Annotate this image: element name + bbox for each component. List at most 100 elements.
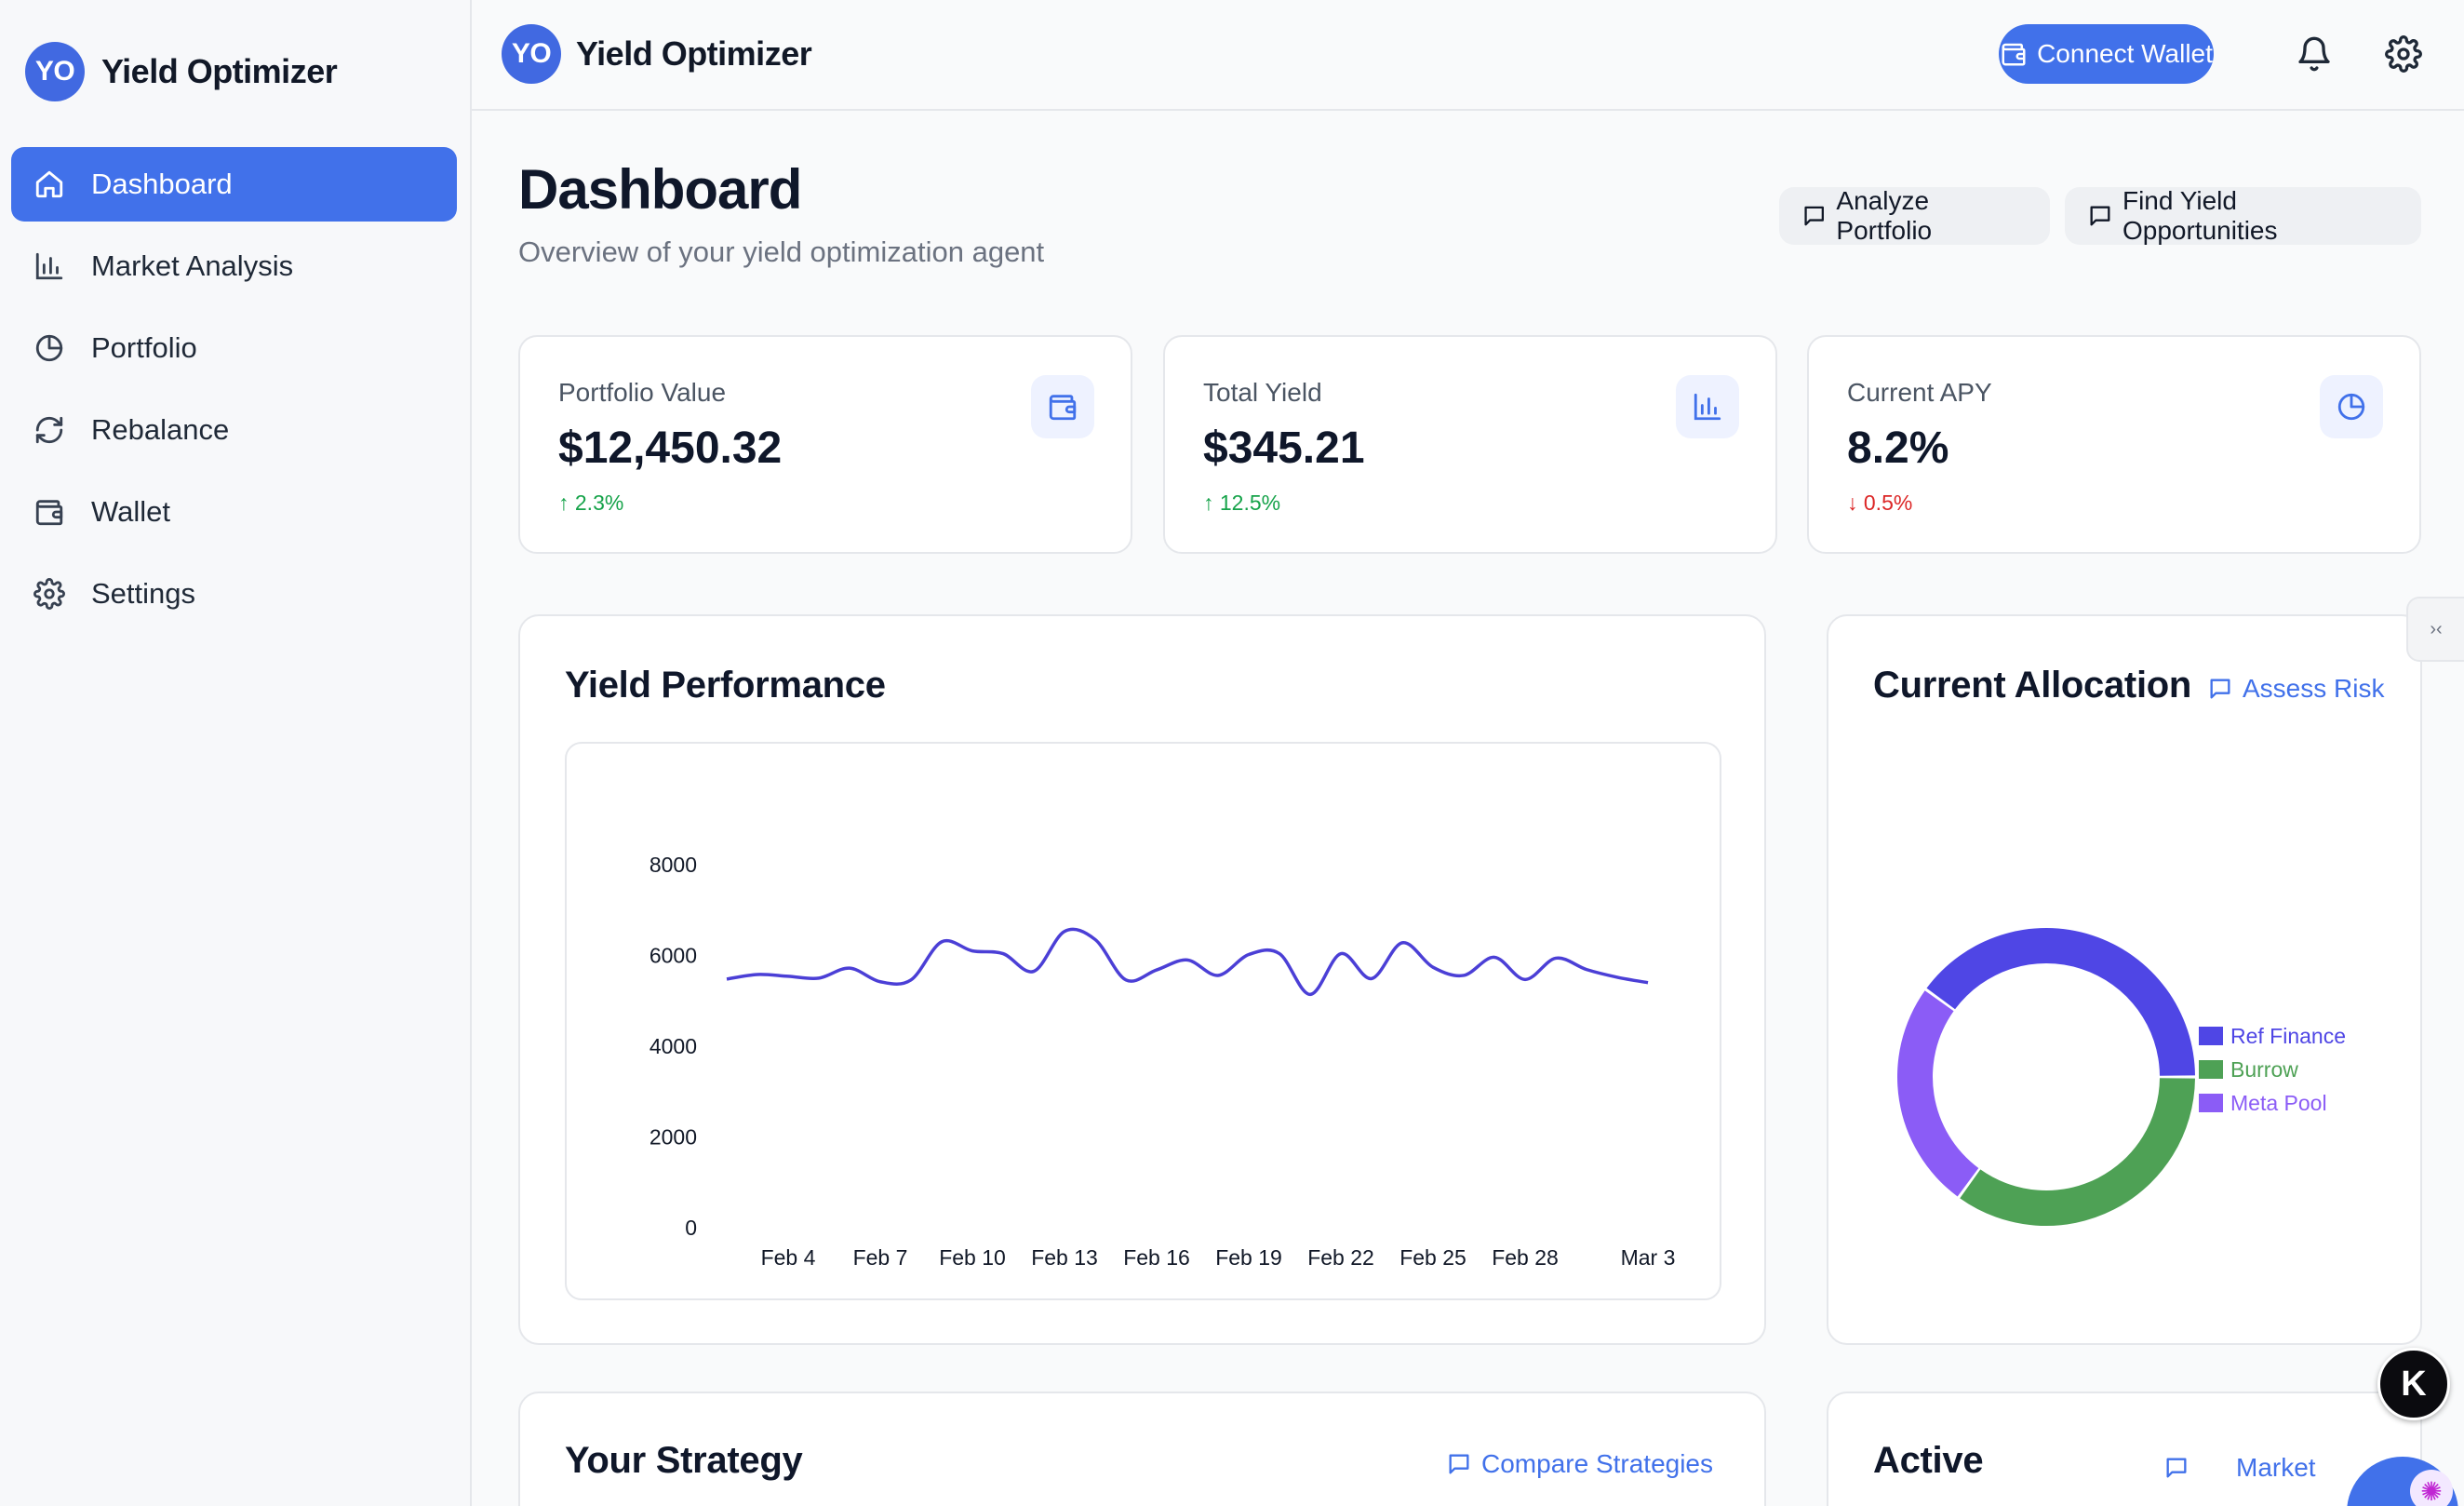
app-logo: YO bbox=[502, 24, 561, 84]
app-name: Yield Optimizer bbox=[576, 34, 812, 73]
page-title: Dashboard bbox=[518, 158, 802, 221]
legend-swatch bbox=[2199, 1027, 2223, 1045]
wallet-icon bbox=[33, 496, 65, 528]
sidebar-item-label: Dashboard bbox=[91, 168, 233, 200]
legend-label: Burrow bbox=[2230, 1057, 2298, 1082]
app-logo: YO bbox=[25, 42, 85, 101]
pie-slice bbox=[1897, 990, 1979, 1197]
market-analysis-link[interactable]: Market bbox=[2163, 1453, 2316, 1483]
assistant-k-button[interactable]: K bbox=[2377, 1348, 2450, 1420]
sidebar-item-label: Market Analysis bbox=[91, 249, 294, 282]
legend-swatch bbox=[2199, 1094, 2223, 1112]
top-header: YO Yield Optimizer Connect Wallet bbox=[472, 0, 2464, 111]
x-tick-label: Feb 28 bbox=[1492, 1245, 1559, 1270]
x-tick-label: Feb 25 bbox=[1399, 1245, 1466, 1270]
x-tick-label: Feb 4 bbox=[761, 1245, 816, 1270]
y-tick-label: 6000 bbox=[649, 944, 697, 968]
sidebar-item-label: Wallet bbox=[91, 495, 170, 528]
stat-delta: ↑ 2.3% bbox=[558, 491, 624, 515]
stat-delta: ↑ 12.5% bbox=[1203, 491, 1281, 515]
brain-icon: ✺ bbox=[2410, 1470, 2453, 1506]
legend-swatch bbox=[2199, 1060, 2223, 1079]
wallet-icon bbox=[2000, 40, 2028, 68]
panel-title: Active bbox=[1873, 1440, 1984, 1481]
pie-chart-icon bbox=[33, 332, 65, 364]
message-icon bbox=[2207, 676, 2233, 702]
find-yield-label: Find Yield Opportunities bbox=[2122, 186, 2278, 245]
side-panel-toggle[interactable]: ›‹ bbox=[2406, 597, 2464, 662]
pie-slice bbox=[1926, 928, 2195, 1076]
your-strategy-panel: Your Strategy Compare Strategies bbox=[518, 1392, 1766, 1506]
sidebar-item-label: Rebalance bbox=[91, 413, 230, 446]
market-analysis-label: Market bbox=[2236, 1453, 2316, 1482]
wallet-icon bbox=[1031, 375, 1094, 438]
main-content: Dashboard Overview of your yield optimiz… bbox=[472, 111, 2464, 1506]
sidebar: YO Yield Optimizer Dashboard Market Anal… bbox=[0, 0, 472, 1506]
yield-line-chart: 0 2000 4000 6000 8000 Feb 4 Feb 7 Feb 10 Feb 13 F… bbox=[649, 853, 1676, 1270]
page-subtitle: Overview of your yield optimization agen… bbox=[518, 235, 1045, 268]
yield-performance-panel: Yield Performance 0 2000 4000 6000 8000 Feb 4… bbox=[518, 614, 1766, 1345]
stat-card-total-yield: Total Yield $345.21 ↑ 12.5% bbox=[1163, 335, 1777, 554]
x-tick-label: Feb 22 bbox=[1307, 1245, 1374, 1270]
stat-value: $12,450.32 bbox=[558, 424, 783, 473]
compare-strategies-label: Compare Strategies bbox=[1481, 1449, 1714, 1478]
connect-wallet-button[interactable]: Connect Wallet bbox=[1999, 24, 2214, 84]
y-tick-label: 2000 bbox=[649, 1125, 697, 1150]
sidebar-item-settings[interactable]: Settings bbox=[11, 557, 457, 631]
stat-delta: ↓ 0.5% bbox=[1847, 491, 1913, 515]
chart-frame: 0 2000 4000 6000 8000 Feb 4 Feb 7 Feb 10 Feb 13 F… bbox=[565, 742, 1721, 1300]
message-icon bbox=[1446, 1451, 1472, 1477]
stat-label: Portfolio Value bbox=[558, 378, 727, 407]
gear-icon[interactable] bbox=[2385, 35, 2422, 73]
yield-series-line bbox=[726, 927, 1649, 997]
allocation-donut-chart: Ref Finance Burrow Meta Pool bbox=[1897, 928, 2346, 1226]
panel-title: Current Allocation bbox=[1873, 665, 2192, 706]
sidebar-item-wallet[interactable]: Wallet bbox=[11, 475, 457, 549]
sidebar-item-label: Portfolio bbox=[91, 331, 197, 364]
refresh-icon bbox=[33, 414, 65, 446]
analyze-portfolio-label: Analyze Portfolio bbox=[1836, 186, 1933, 245]
stat-card-portfolio-value: Portfolio Value $12,450.32 ↑ 2.3% bbox=[518, 335, 1132, 554]
panel-title: Yield Performance bbox=[565, 665, 886, 706]
pie-slice bbox=[1960, 1078, 2195, 1226]
stat-card-current-apy: Current APY 8.2% ↓ 0.5% bbox=[1807, 335, 2421, 554]
x-tick-label: Feb 13 bbox=[1031, 1245, 1098, 1270]
pie-chart-icon bbox=[2320, 375, 2383, 438]
legend-label: Ref Finance bbox=[2230, 1024, 2346, 1048]
connect-wallet-label: Connect Wallet bbox=[2037, 39, 2213, 68]
sidebar-item-portfolio[interactable]: Portfolio bbox=[11, 311, 457, 385]
compare-strategies-link[interactable]: Compare Strategies bbox=[1446, 1449, 1713, 1479]
bar-chart-icon bbox=[33, 250, 65, 282]
y-tick-label: 4000 bbox=[649, 1034, 697, 1058]
sidebar-brand[interactable]: YO Yield Optimizer bbox=[25, 42, 338, 101]
gear-icon bbox=[33, 578, 65, 610]
x-tick-label: Feb 19 bbox=[1215, 1245, 1282, 1270]
sidebar-item-dashboard[interactable]: Dashboard bbox=[11, 147, 457, 222]
y-tick-label: 0 bbox=[685, 1216, 697, 1240]
stat-label: Total Yield bbox=[1203, 378, 1322, 407]
stat-label: Current APY bbox=[1847, 378, 1992, 407]
message-icon bbox=[2163, 1455, 2189, 1481]
assess-risk-label: Assess Risk bbox=[2243, 674, 2385, 703]
bell-icon[interactable] bbox=[2296, 35, 2333, 73]
analyze-portfolio-button[interactable]: Analyze Portfolio bbox=[1779, 186, 2050, 245]
sidebar-item-label: Settings bbox=[91, 577, 196, 610]
y-tick-label: 8000 bbox=[649, 853, 697, 877]
sidebar-item-market-analysis[interactable]: Market Analysis bbox=[11, 229, 457, 303]
bar-chart-icon bbox=[1676, 375, 1739, 438]
stat-value: $345.21 bbox=[1203, 424, 1365, 473]
x-tick-label: Feb 7 bbox=[853, 1245, 908, 1270]
stat-value: 8.2% bbox=[1847, 424, 1949, 473]
find-yield-button[interactable]: Find Yield Opportunities bbox=[2065, 186, 2421, 245]
sidebar-nav: Dashboard Market Analysis Portfolio Reba… bbox=[11, 147, 457, 639]
assess-risk-link[interactable]: Assess Risk bbox=[2207, 674, 2384, 704]
sidebar-item-rebalance[interactable]: Rebalance bbox=[11, 393, 457, 467]
home-icon bbox=[33, 168, 65, 200]
legend-label: Meta Pool bbox=[2230, 1091, 2327, 1115]
header-brand[interactable]: YO Yield Optimizer bbox=[502, 24, 812, 84]
x-tick-label: Feb 10 bbox=[939, 1245, 1006, 1270]
collapse-icon: ›‹ bbox=[2430, 618, 2443, 639]
message-icon bbox=[1801, 203, 1827, 229]
x-tick-label: Mar 3 bbox=[1621, 1245, 1676, 1270]
x-tick-label: Feb 16 bbox=[1123, 1245, 1190, 1270]
